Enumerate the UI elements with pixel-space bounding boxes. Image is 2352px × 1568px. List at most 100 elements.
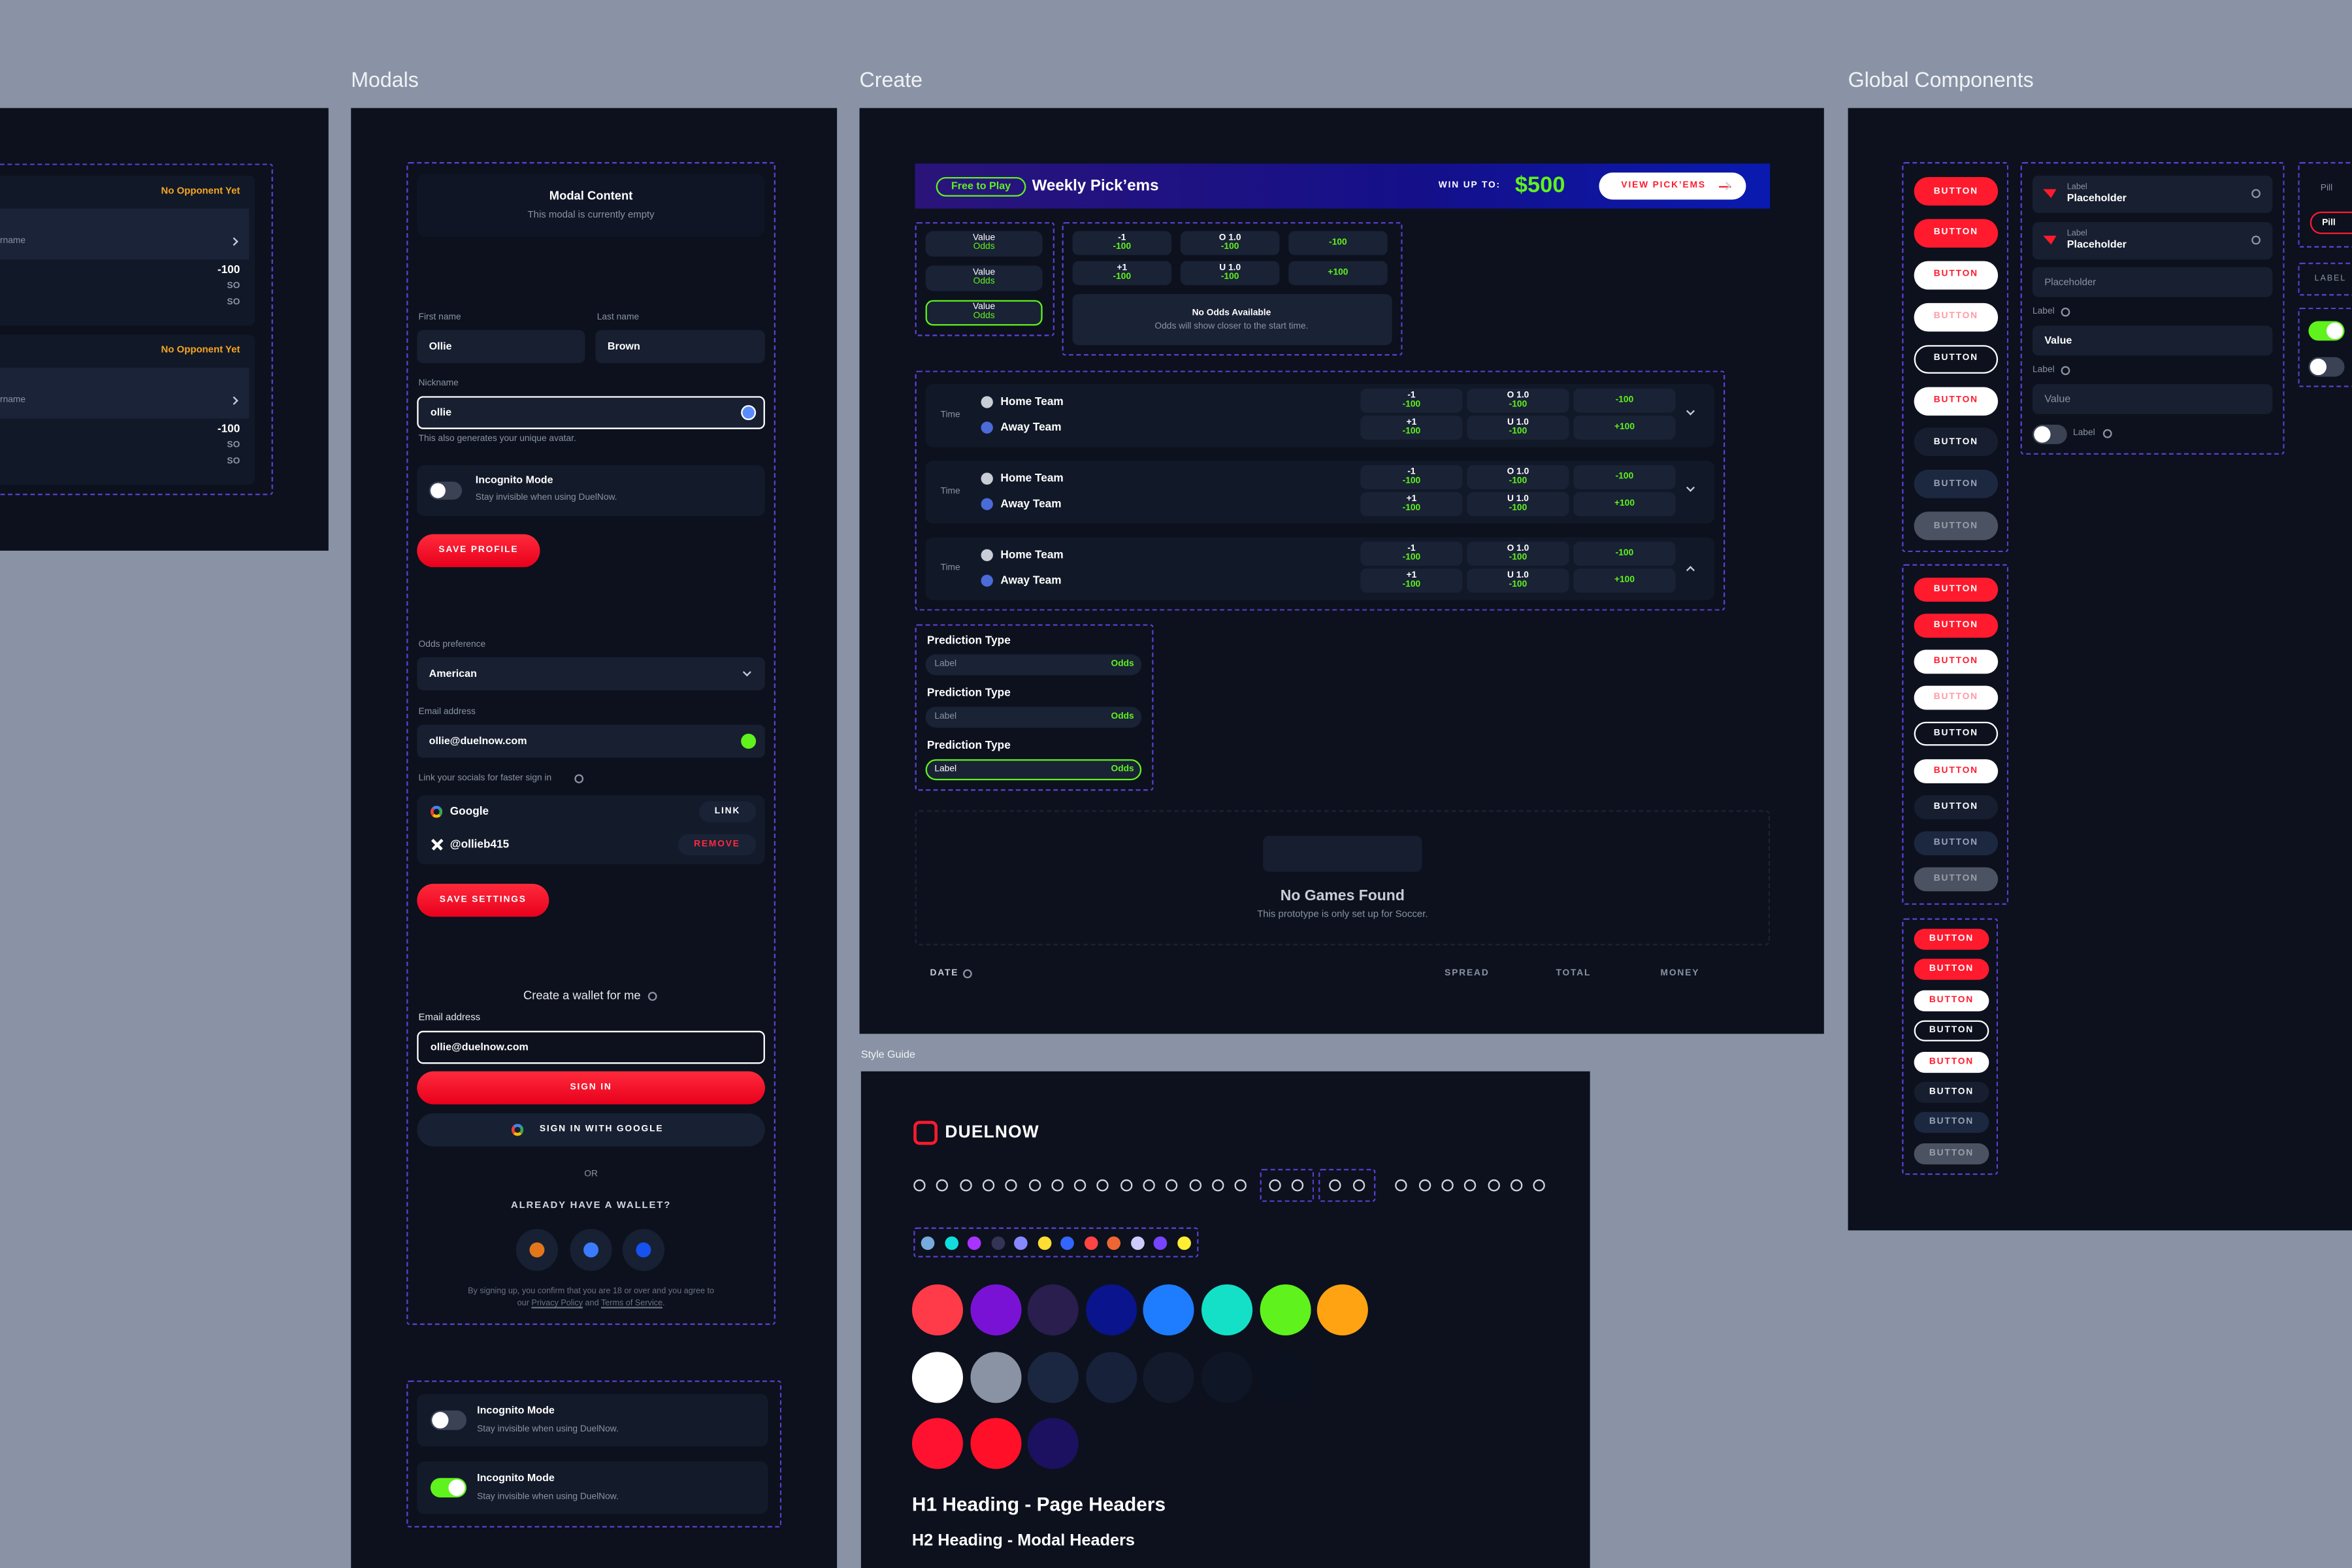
odds: Odds	[973, 243, 995, 252]
odds-cell[interactable]	[1360, 492, 1463, 517]
odds-cell[interactable]	[1573, 568, 1676, 593]
odds-cell[interactable]	[1573, 465, 1676, 489]
button[interactable]: BUTTON	[1914, 428, 1999, 457]
button[interactable]: BUTTON	[1914, 470, 1999, 499]
button[interactable]: SIGN IN WITH GOOGLE	[417, 1113, 765, 1147]
text-input[interactable]: ollie@duelnow.com	[417, 725, 765, 758]
text-input[interactable]: Value	[2032, 384, 2273, 414]
icon-input[interactable]	[2032, 175, 2273, 214]
value-odds-button[interactable]	[925, 300, 1043, 326]
button[interactable]: BUTTON	[1914, 344, 1999, 373]
select[interactable]: American	[417, 657, 765, 691]
odds-cell[interactable]	[1467, 542, 1569, 566]
button[interactable]: BUTTON	[1914, 261, 1999, 289]
odds-cell[interactable]	[1467, 416, 1569, 440]
odds-line: U 1.0	[1507, 572, 1529, 581]
button[interactable]: BUTTON	[1914, 302, 1999, 331]
button[interactable]: BUTTON	[1914, 928, 1989, 950]
social-action[interactable]: LINK	[698, 801, 757, 823]
prediction-option[interactable]	[925, 759, 1142, 781]
button[interactable]: SAVE PROFILE	[417, 534, 540, 568]
terms-tos[interactable]: Terms of Service	[600, 1299, 663, 1309]
button[interactable]: BUTTON	[1914, 1112, 1989, 1134]
odds-cell[interactable]	[1360, 465, 1463, 489]
button[interactable]: BUTTON	[1914, 512, 1999, 541]
terms-privacy[interactable]: Privacy Policy	[531, 1299, 583, 1309]
odds-cell[interactable]	[1467, 492, 1569, 517]
button[interactable]: BUTTON	[1914, 1021, 1989, 1042]
odds-cell[interactable]	[1573, 542, 1676, 566]
button[interactable]: BUTTON	[1914, 959, 1989, 981]
odds-cell[interactable]	[1467, 465, 1569, 489]
odds-cell[interactable]	[1573, 388, 1676, 413]
button[interactable]: BUTTON	[1914, 386, 1999, 416]
button[interactable]: BUTTON	[1914, 1051, 1989, 1073]
odds-cell[interactable]	[1360, 568, 1463, 593]
button[interactable]: BUTTON	[1914, 686, 1999, 710]
social-name: @ollieb415	[449, 837, 510, 851]
team-logo	[981, 472, 993, 485]
heading-sample: H2 Heading - Modal Headers	[911, 1531, 1135, 1550]
text-input[interactable]: ollie	[417, 396, 765, 429]
group-outline	[2298, 307, 2352, 387]
button[interactable]: SAVE SETTINGS	[417, 883, 549, 917]
value: Value	[973, 234, 996, 244]
odds-cell[interactable]	[1180, 261, 1280, 286]
column-header: SPREAD	[1445, 969, 1490, 979]
text-input[interactable]: Value	[2032, 325, 2273, 356]
button[interactable]: BUTTON	[1914, 649, 1999, 674]
button[interactable]: BUTTON	[1914, 990, 1989, 1011]
odds-line: U 1.0	[1507, 418, 1529, 428]
odds-cell[interactable]	[1573, 416, 1676, 440]
button[interactable]: BUTTON	[1914, 219, 1999, 248]
text-input[interactable]: Brown	[595, 330, 765, 363]
button[interactable]: BUTTON	[1914, 722, 1999, 747]
text-input[interactable]: Ollie	[417, 330, 585, 363]
button[interactable]: BUTTON	[1914, 613, 1999, 638]
value-odds-button[interactable]	[925, 231, 1043, 257]
odds-cell[interactable]	[1180, 231, 1280, 255]
tag-pill[interactable]: Free to Play	[936, 177, 1026, 197]
button[interactable]: BUTTON	[1914, 177, 1999, 206]
button[interactable]: BUTTON	[1914, 1081, 1989, 1103]
value-odds-button[interactable]	[925, 265, 1043, 291]
odds-price: -100	[1113, 243, 1132, 252]
odds-cell[interactable]	[1360, 542, 1463, 566]
pill[interactable]: Pill	[2310, 211, 2352, 235]
button[interactable]: SIGN IN	[417, 1071, 765, 1105]
odds-cell[interactable]	[1072, 231, 1172, 255]
social-action[interactable]: REMOVE	[678, 834, 757, 856]
button[interactable]: BUTTON	[1914, 758, 1999, 783]
icon	[1269, 1179, 1281, 1192]
button[interactable]: BUTTON	[1914, 1143, 1989, 1164]
button[interactable]: BUTTON	[1914, 866, 1999, 891]
odds-cell[interactable]	[1072, 261, 1172, 286]
prediction-option[interactable]	[925, 706, 1142, 728]
text-input[interactable]: ollie@duelnow.com	[417, 1030, 765, 1064]
text-input[interactable]: Placeholder	[2032, 267, 2273, 297]
odds-cell[interactable]	[1467, 388, 1569, 413]
icon	[1074, 1179, 1086, 1192]
button[interactable]: BUTTON	[1914, 578, 1999, 602]
button[interactable]: BUTTON	[1914, 794, 1999, 819]
odds-cell[interactable]	[1360, 388, 1463, 413]
odds-cell[interactable]	[1288, 261, 1388, 286]
odds-cell[interactable]	[1573, 492, 1676, 517]
modal-box	[417, 174, 765, 237]
prediction-option[interactable]	[925, 654, 1142, 676]
group-outline	[915, 624, 1154, 791]
odds-cell[interactable]	[1467, 568, 1569, 593]
status: No Opponent Yet	[161, 186, 240, 197]
odds-cell[interactable]	[1288, 231, 1388, 255]
color-swatch	[911, 1418, 963, 1469]
odds-cell[interactable]	[1360, 416, 1463, 440]
icon-input[interactable]	[2032, 221, 2273, 260]
icon	[1533, 1179, 1546, 1192]
odds-price: -100	[1509, 400, 1527, 410]
icon	[1166, 1179, 1178, 1192]
heading-sample: H1 Heading - Page Headers	[911, 1493, 1166, 1516]
odds-line: +1	[1406, 572, 1417, 581]
color-swatch	[1143, 1284, 1195, 1336]
button[interactable]: BUTTON	[1914, 830, 1999, 855]
group-outline	[1062, 221, 1403, 356]
